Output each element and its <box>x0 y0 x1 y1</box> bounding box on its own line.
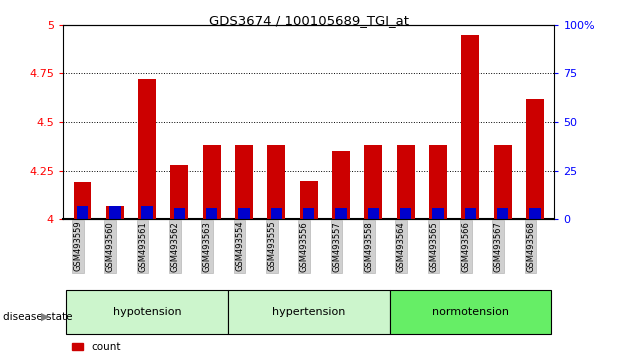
Text: GSM493559: GSM493559 <box>74 221 83 272</box>
Bar <box>367 208 379 219</box>
Bar <box>138 79 156 219</box>
Text: GSM493565: GSM493565 <box>429 221 438 272</box>
Bar <box>106 206 123 219</box>
Bar <box>432 208 444 219</box>
Legend: count, percentile rank within the sample: count, percentile rank within the sample <box>68 338 271 354</box>
Text: GSM493566: GSM493566 <box>461 221 471 272</box>
Bar <box>529 208 541 219</box>
Text: disease state: disease state <box>3 312 72 322</box>
Text: hypertension: hypertension <box>272 307 345 317</box>
Bar <box>141 206 153 219</box>
Bar <box>171 165 188 219</box>
Text: GSM493561: GSM493561 <box>138 221 147 272</box>
Bar <box>268 145 285 219</box>
Text: GSM493554: GSM493554 <box>235 221 244 272</box>
Text: GDS3674 / 100105689_TGI_at: GDS3674 / 100105689_TGI_at <box>209 14 409 27</box>
Text: GSM493557: GSM493557 <box>332 221 341 272</box>
Bar <box>300 181 318 219</box>
Text: ▶: ▶ <box>41 312 49 322</box>
Bar <box>271 208 282 219</box>
Text: GSM493556: GSM493556 <box>300 221 309 272</box>
Text: GSM493560: GSM493560 <box>106 221 115 272</box>
Text: GSM493564: GSM493564 <box>397 221 406 272</box>
Text: GSM493567: GSM493567 <box>494 221 503 272</box>
Bar <box>235 145 253 219</box>
Bar <box>228 290 389 334</box>
Text: normotension: normotension <box>432 307 509 317</box>
Bar <box>389 290 551 334</box>
Bar <box>497 208 508 219</box>
Text: GSM493555: GSM493555 <box>267 221 277 272</box>
Bar <box>66 290 228 334</box>
Bar <box>74 182 91 219</box>
Bar <box>397 145 415 219</box>
Bar <box>400 208 411 219</box>
Text: GSM493568: GSM493568 <box>526 221 535 272</box>
Text: hypotension: hypotension <box>113 307 181 317</box>
Bar <box>77 206 88 219</box>
Bar <box>526 99 544 219</box>
Bar <box>303 208 314 219</box>
Bar <box>365 145 382 219</box>
Bar <box>494 145 512 219</box>
Bar <box>206 208 217 219</box>
Bar <box>429 145 447 219</box>
Bar <box>203 145 220 219</box>
Bar <box>109 206 120 219</box>
Bar <box>335 208 347 219</box>
Bar <box>464 208 476 219</box>
Bar <box>174 208 185 219</box>
Text: GSM493558: GSM493558 <box>364 221 374 272</box>
Text: GSM493563: GSM493563 <box>203 221 212 272</box>
Bar <box>238 208 250 219</box>
Bar <box>332 152 350 219</box>
Text: GSM493562: GSM493562 <box>170 221 180 272</box>
Bar <box>461 34 479 219</box>
